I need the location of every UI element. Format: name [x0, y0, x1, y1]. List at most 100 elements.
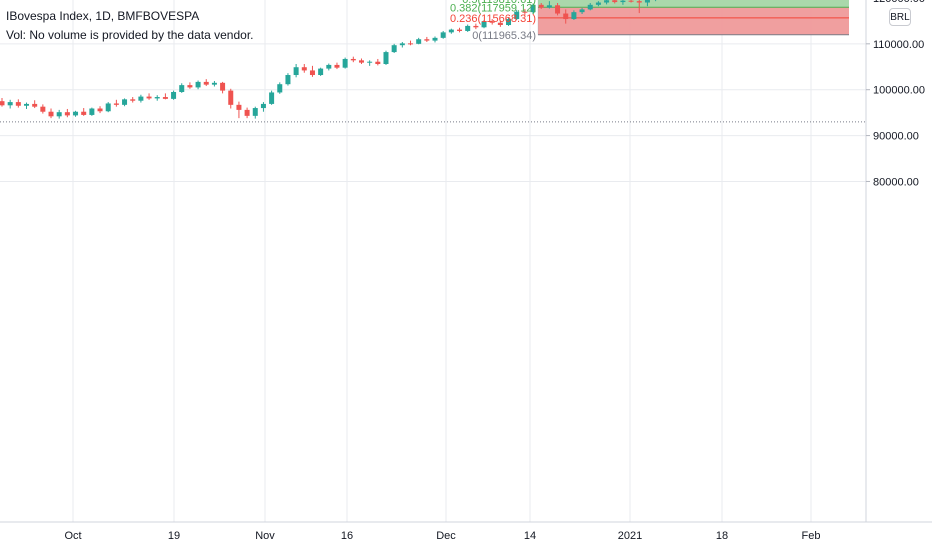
candle[interactable] [497, 20, 503, 27]
candle[interactable] [383, 50, 389, 65]
candle[interactable] [285, 73, 291, 86]
candle[interactable] [89, 107, 95, 116]
candle-body [375, 61, 381, 65]
candle[interactable] [56, 109, 62, 119]
candle[interactable] [506, 17, 512, 26]
candle[interactable] [40, 104, 46, 114]
candle-body [318, 68, 324, 76]
candle[interactable] [391, 43, 397, 53]
candle[interactable] [293, 64, 299, 78]
candle[interactable] [130, 97, 136, 103]
candle[interactable] [236, 101, 242, 119]
candle[interactable] [301, 64, 307, 73]
currency-badge[interactable]: BRL [889, 8, 911, 26]
candle[interactable] [571, 10, 577, 20]
candle[interactable] [252, 106, 258, 119]
candle[interactable] [473, 23, 479, 30]
candle-body [285, 75, 291, 85]
axes[interactable]: 80000.00 90000.00 100000.00 110000.00 120000… [0, 0, 932, 542]
candle[interactable] [187, 82, 193, 89]
candle[interactable] [244, 107, 250, 119]
candle[interactable] [424, 36, 430, 42]
candle-body [432, 37, 438, 41]
candle-body [546, 5, 552, 8]
candle[interactable] [514, 9, 520, 20]
candle[interactable] [334, 62, 340, 70]
candle-body [522, 11, 528, 13]
candle[interactable] [579, 8, 585, 14]
candle[interactable] [367, 60, 373, 66]
candle[interactable] [440, 30, 446, 39]
candle[interactable] [228, 88, 234, 109]
candle[interactable] [342, 57, 348, 69]
candle[interactable] [195, 80, 201, 90]
candle[interactable] [162, 93, 168, 100]
candle[interactable] [636, 0, 642, 14]
candle[interactable] [481, 19, 487, 29]
candle[interactable] [309, 65, 315, 77]
candle[interactable] [277, 82, 283, 94]
candle[interactable] [105, 102, 111, 113]
candle[interactable] [154, 95, 160, 101]
candle[interactable] [146, 93, 152, 100]
candle[interactable] [73, 110, 79, 117]
candle[interactable] [628, 0, 634, 3]
candle[interactable] [546, 1, 552, 9]
candle[interactable] [399, 41, 405, 48]
candle[interactable] [432, 36, 438, 43]
candle[interactable] [489, 19, 495, 25]
candle[interactable] [563, 9, 569, 24]
fibonacci-labels: 4.236(178430.46)3.618(168733.71)2.618(15… [450, 0, 536, 42]
candle[interactable] [620, 0, 626, 5]
candle[interactable] [448, 28, 454, 34]
candle[interactable] [595, 1, 601, 7]
candle[interactable] [113, 99, 119, 107]
candle[interactable] [457, 27, 463, 33]
candle[interactable] [269, 90, 275, 105]
candle-body [40, 106, 46, 112]
candle[interactable] [64, 108, 70, 118]
candle[interactable] [15, 99, 21, 108]
candle[interactable] [48, 108, 54, 119]
candle[interactable] [530, 3, 536, 14]
candle[interactable] [587, 2, 593, 11]
candle[interactable] [350, 56, 356, 63]
candle[interactable] [612, 0, 618, 4]
candlestick-series[interactable] [0, 0, 666, 119]
candle[interactable] [171, 90, 177, 100]
candle[interactable] [326, 63, 332, 71]
candle[interactable] [81, 108, 87, 116]
price-axis-label: 80000.00 [873, 176, 919, 188]
candle[interactable] [179, 83, 185, 93]
candle-body [64, 112, 70, 116]
candle[interactable] [465, 24, 471, 32]
fib-level-label: 0.382(117959.12) [450, 2, 536, 14]
candle[interactable] [358, 58, 364, 65]
candle[interactable] [211, 80, 217, 87]
candle[interactable] [416, 37, 422, 45]
candle-body [644, 0, 650, 3]
candle[interactable] [122, 98, 128, 107]
candle[interactable] [538, 2, 544, 9]
candle[interactable] [24, 102, 30, 109]
candle-body [220, 82, 226, 91]
candle[interactable] [220, 81, 226, 94]
candle[interactable] [97, 106, 103, 114]
candle[interactable] [7, 99, 13, 109]
chart-title: IBovespa Index, 1D, BMFBOVESPA [6, 9, 200, 23]
candle[interactable] [375, 58, 381, 66]
candle[interactable] [522, 8, 528, 15]
candle-body [358, 60, 364, 63]
candle[interactable] [644, 0, 650, 7]
candle[interactable] [604, 0, 610, 5]
candle[interactable] [32, 100, 38, 109]
candle[interactable] [555, 2, 561, 16]
candle[interactable] [0, 97, 5, 107]
candle[interactable] [408, 40, 413, 46]
candle[interactable] [260, 102, 266, 112]
candle[interactable] [318, 67, 324, 76]
candle[interactable] [138, 94, 144, 103]
fibonacci-extension[interactable] [537, 0, 849, 36]
candle[interactable] [203, 79, 209, 87]
